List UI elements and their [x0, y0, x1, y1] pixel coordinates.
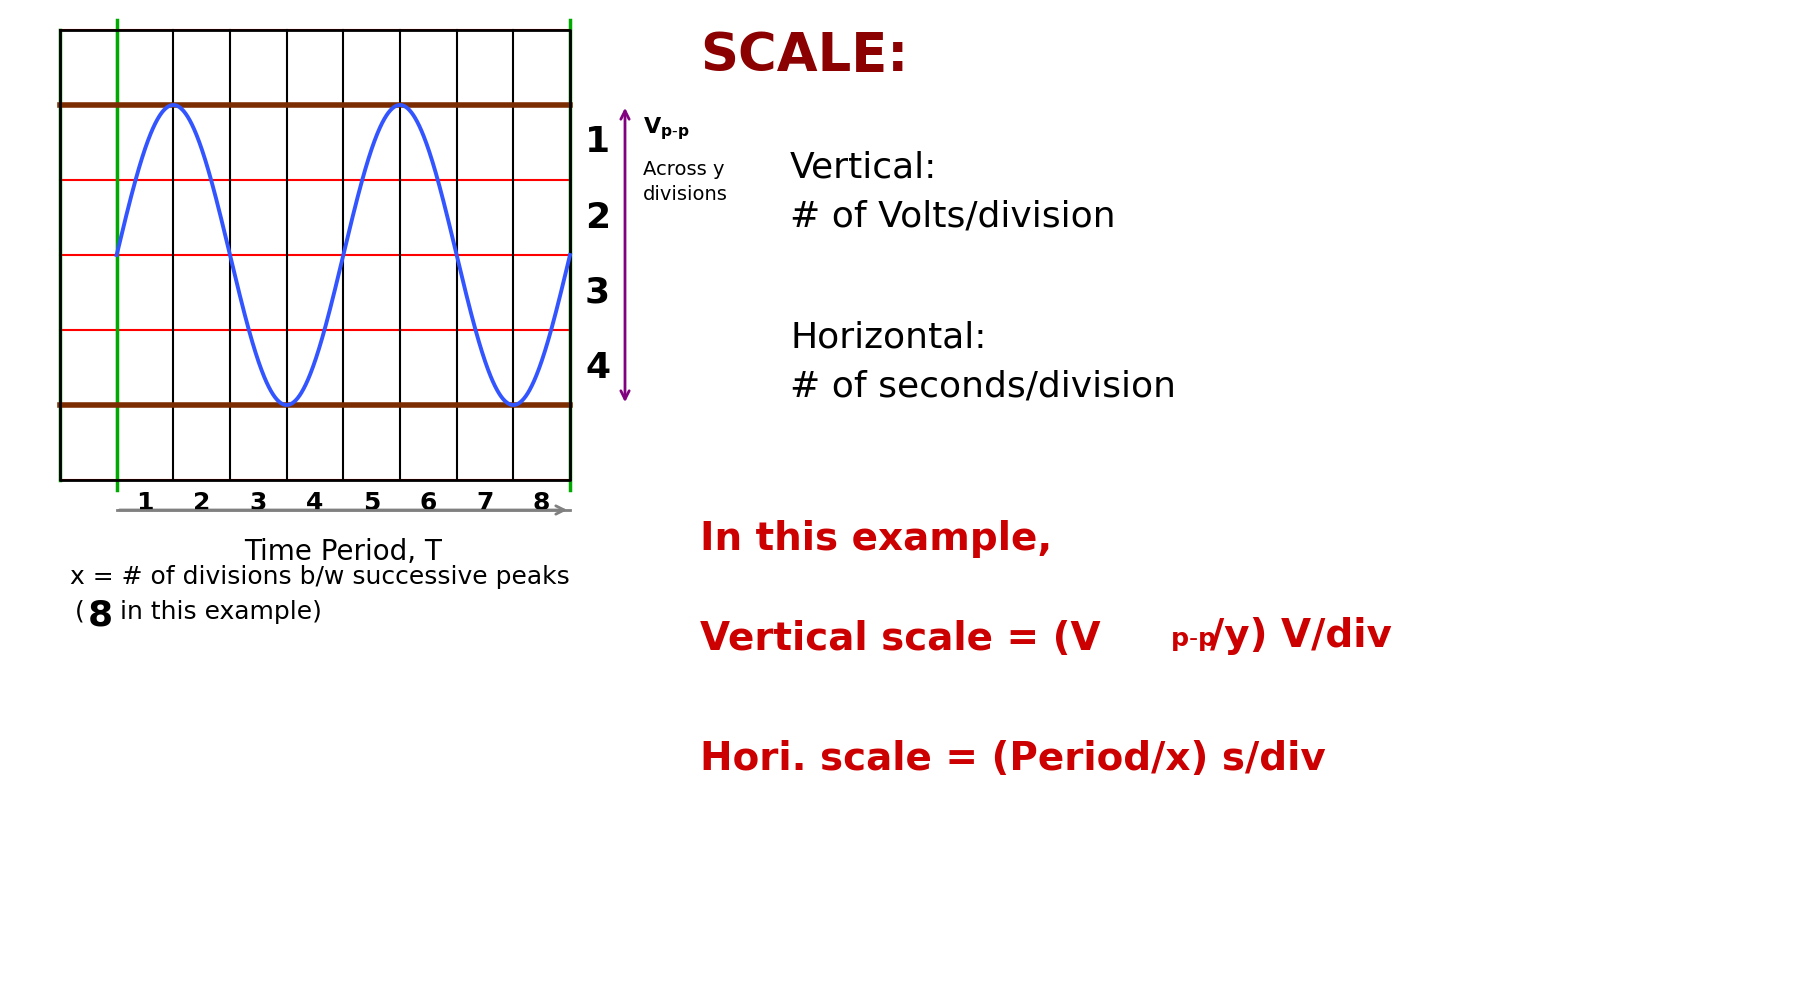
Text: /y) V/div: /y) V/div	[1209, 617, 1392, 655]
Text: 6: 6	[420, 490, 438, 514]
Text: # of seconds/division: # of seconds/division	[789, 370, 1177, 404]
Text: Hori. scale = (Period/x) s/div: Hori. scale = (Period/x) s/div	[700, 740, 1326, 778]
Text: # of Volts/division: # of Volts/division	[789, 200, 1116, 234]
Text: x = # of divisions b/w successive peaks: x = # of divisions b/w successive peaks	[70, 565, 570, 589]
Text: 2: 2	[585, 200, 610, 234]
Text: Across y: Across y	[642, 160, 725, 179]
Text: 4: 4	[307, 490, 323, 514]
Text: SCALE:: SCALE:	[700, 30, 908, 82]
Text: Vertical:: Vertical:	[789, 150, 938, 184]
Text: 7: 7	[477, 490, 493, 514]
Text: Time Period, T: Time Period, T	[244, 538, 443, 566]
Text: $\mathbf{_{p\text{-}p}}$: $\mathbf{_{p\text{-}p}}$	[1170, 620, 1216, 654]
Text: 5: 5	[362, 490, 380, 514]
Text: 1: 1	[136, 490, 154, 514]
Text: in this example): in this example)	[111, 600, 321, 624]
Text: Horizontal:: Horizontal:	[789, 320, 987, 354]
Text: divisions: divisions	[642, 185, 728, 204]
Bar	[59, 30, 570, 480]
Text: $\mathbf{V_{p\text{-}p}}$: $\mathbf{V_{p\text{-}p}}$	[642, 115, 689, 142]
Text: 1: 1	[585, 125, 610, 159]
Text: (: (	[75, 600, 84, 624]
Text: Vertical scale = (V: Vertical scale = (V	[700, 620, 1102, 658]
Text: 8: 8	[88, 598, 113, 632]
Text: 2: 2	[194, 490, 210, 514]
Text: In this example,: In this example,	[700, 520, 1053, 558]
Text: 3: 3	[585, 275, 610, 310]
Text: 4: 4	[585, 351, 610, 384]
Text: 3: 3	[249, 490, 267, 514]
Text: 8: 8	[533, 490, 551, 514]
